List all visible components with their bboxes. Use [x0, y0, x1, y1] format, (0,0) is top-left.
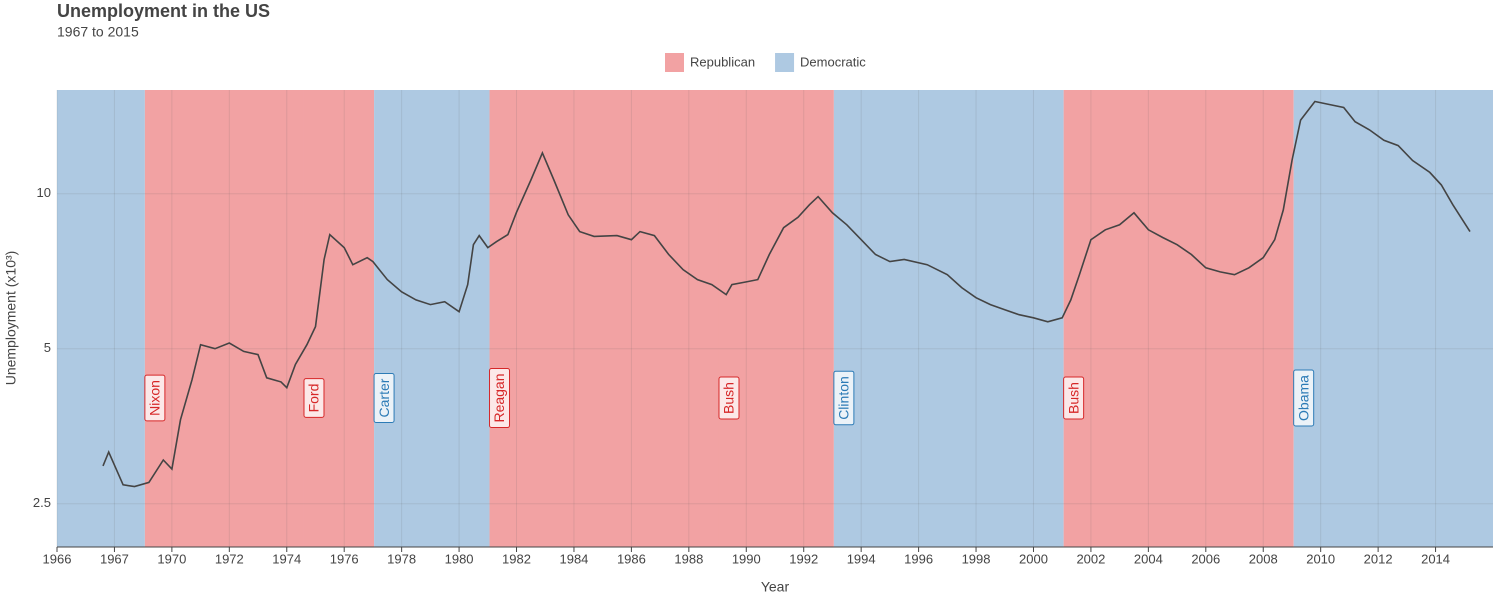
x-tick-label: 2004: [1134, 551, 1163, 566]
y-tick-label: 10: [37, 185, 51, 200]
x-tick-label: 1998: [962, 551, 991, 566]
x-tick-label: 2006: [1191, 551, 1220, 566]
label-box: [1063, 376, 1085, 420]
term-band: [144, 90, 304, 547]
x-tick-label: 1974: [272, 551, 301, 566]
label-box: [718, 376, 740, 420]
x-tick-label: 2008: [1249, 551, 1278, 566]
x-tick-label: 1972: [215, 551, 244, 566]
president-label: Carter: [373, 373, 395, 423]
x-tick-label: 1994: [847, 551, 876, 566]
term-band: [489, 90, 719, 547]
x-tick-label: 1967: [100, 551, 129, 566]
x-tick-label: 1992: [789, 551, 818, 566]
x-tick-label: 1988: [674, 551, 703, 566]
legend-label: Democratic: [800, 54, 866, 69]
label-box: [489, 367, 511, 429]
label-box: [833, 370, 855, 426]
term-band: [57, 90, 145, 547]
x-tick-label: 1976: [330, 551, 359, 566]
x-tick-label: 1996: [904, 551, 933, 566]
x-tick-label: 2014: [1421, 551, 1450, 566]
x-tick-label: 1980: [445, 551, 474, 566]
term-band: [1063, 90, 1294, 547]
legend-swatch: [775, 53, 795, 72]
chart-title: Unemployment in the US: [57, 1, 270, 21]
president-name: Bush: [721, 382, 737, 414]
president-label: Bush: [718, 376, 740, 420]
term-band: [1293, 90, 1493, 547]
x-axis-title: Year: [761, 579, 790, 595]
x-tick-label: 1984: [559, 551, 588, 566]
president-label: Reagan: [489, 367, 511, 429]
president-name: Reagan: [491, 373, 507, 422]
term-band: [303, 90, 375, 547]
x-tick-label: 1966: [43, 551, 72, 566]
label-box: [144, 374, 166, 422]
x-tick-label: 2000: [1019, 551, 1048, 566]
president-label: Ford: [303, 378, 325, 418]
legend-label: Republican: [690, 54, 755, 69]
term-band: [718, 90, 834, 547]
president-name: Obama: [1295, 375, 1311, 421]
president-name: Clinton: [836, 376, 852, 420]
x-tick-label: 1970: [157, 551, 186, 566]
president-label: Nixon: [144, 374, 166, 422]
x-tick-label: 2002: [1076, 551, 1105, 566]
x-tick-label: 1986: [617, 551, 646, 566]
term-band: [374, 90, 490, 547]
president-name: Bush: [1065, 382, 1081, 414]
president-name: Carter: [376, 378, 392, 417]
president-label: Clinton: [833, 370, 855, 426]
president-name: Ford: [306, 384, 322, 413]
president-label: Bush: [1063, 376, 1085, 420]
y-axis-title: Unemployment (x10³): [3, 251, 19, 386]
term-band: [833, 90, 1064, 547]
chart-subtitle: 1967 to 2015: [57, 24, 139, 40]
y-tick-label: 5: [44, 340, 51, 355]
x-tick-label: 1990: [732, 551, 761, 566]
label-box: [373, 373, 395, 423]
x-tick-label: 1982: [502, 551, 531, 566]
x-tick-label: 1978: [387, 551, 416, 566]
y-tick-label: 2.5: [33, 495, 51, 510]
president-name: Nixon: [147, 380, 163, 416]
x-tick-label: 2012: [1364, 551, 1393, 566]
x-tick-label: 2010: [1306, 551, 1335, 566]
president-label: Obama: [1293, 369, 1315, 427]
data-line: [102, 100, 1471, 488]
label-box: [303, 378, 325, 418]
legend-swatch: [665, 53, 684, 72]
label-box: [1293, 369, 1315, 427]
